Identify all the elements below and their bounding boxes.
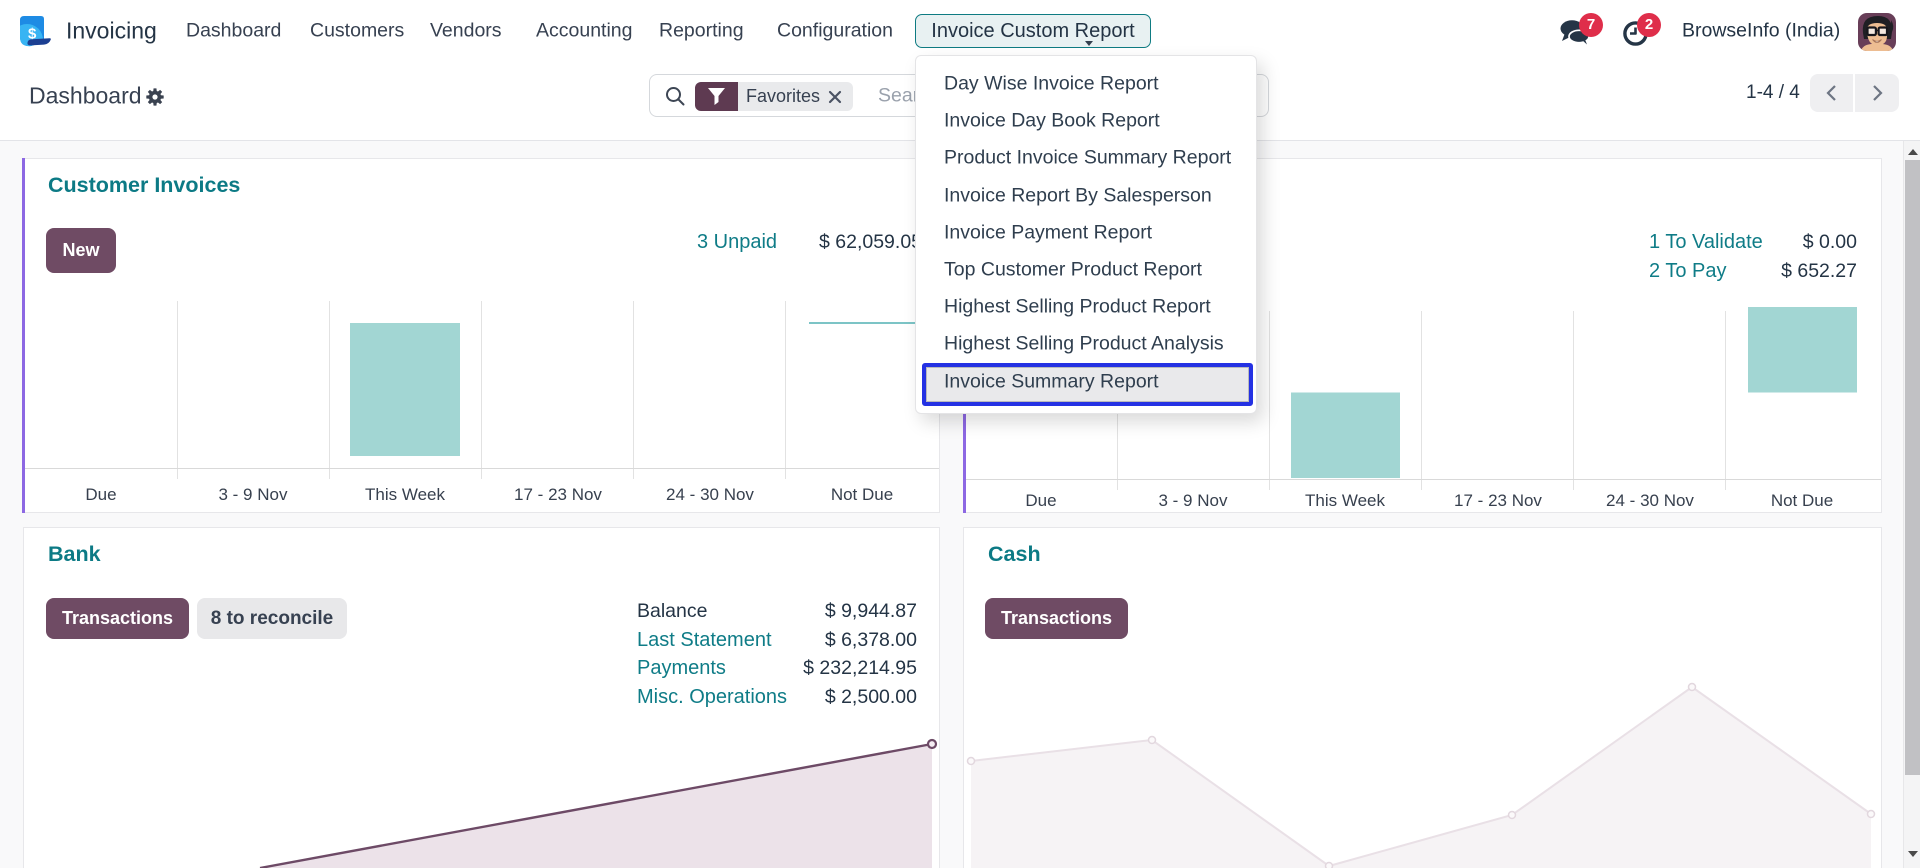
svg-text:$: $	[28, 26, 37, 43]
svg-text:Due: Due	[85, 485, 116, 504]
svg-text:Not Due: Not Due	[831, 485, 893, 504]
svg-text:24 - 30 Nov: 24 - 30 Nov	[1606, 491, 1694, 510]
svg-text:3 - 9 Nov: 3 - 9 Nov	[219, 485, 288, 504]
svg-text:This Week: This Week	[1305, 491, 1385, 510]
svg-text:3 - 9 Nov: 3 - 9 Nov	[1159, 491, 1228, 510]
svg-text:17 - 23 Nov: 17 - 23 Nov	[1454, 491, 1542, 510]
svg-text:17 - 23 Nov: 17 - 23 Nov	[514, 485, 602, 504]
svg-text:24 - 30 Nov: 24 - 30 Nov	[666, 485, 754, 504]
svg-text:Due: Due	[1025, 491, 1056, 510]
svg-text:This Week: This Week	[365, 485, 445, 504]
svg-text:Not Due: Not Due	[1771, 491, 1833, 510]
